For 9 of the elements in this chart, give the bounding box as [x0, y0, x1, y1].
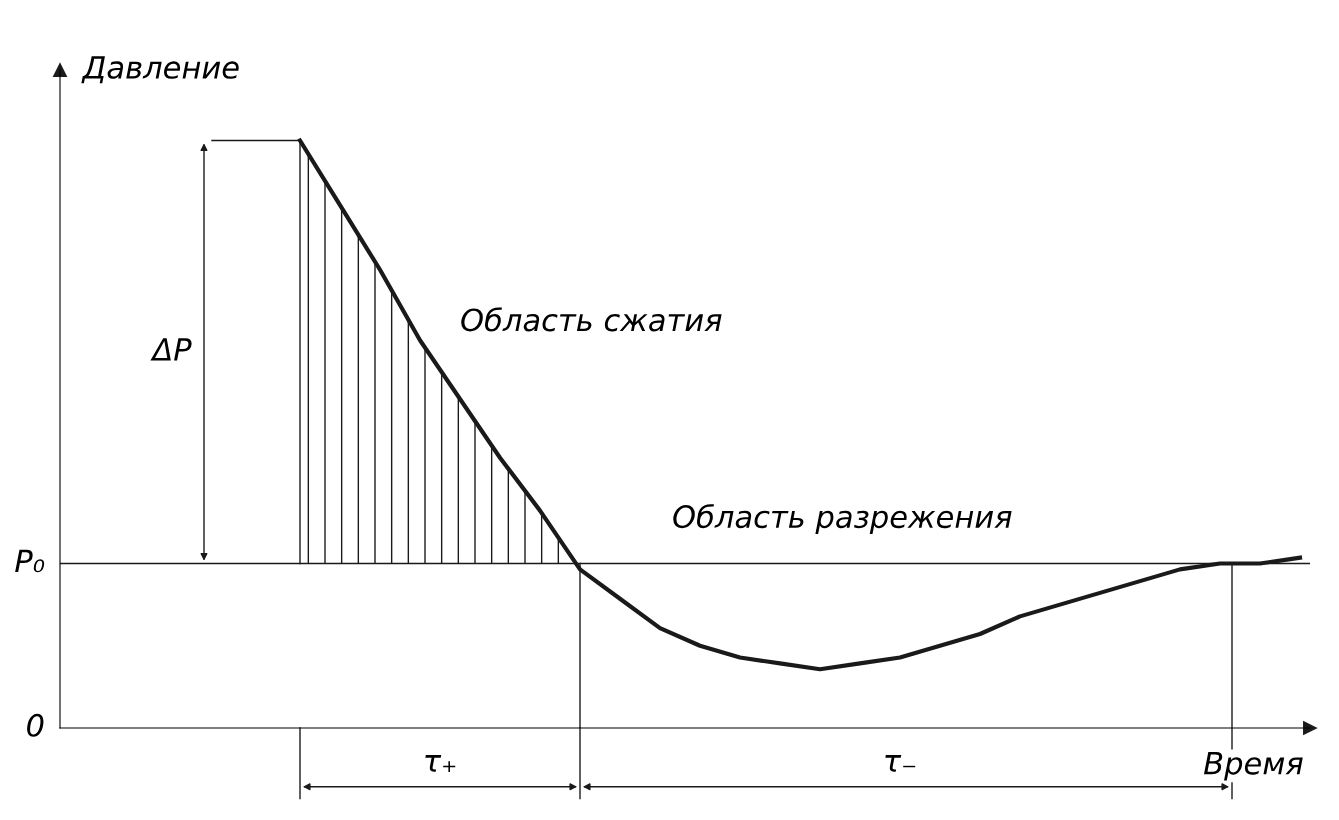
text: 0 [27, 713, 44, 737]
ref-line-label: P₀ [15, 549, 45, 573]
annotation: Область разрежения [673, 504, 1012, 535]
y-axis-title: Давление [81, 56, 239, 84]
x-axis-title: Время [1203, 751, 1303, 781]
text: τ₊ [425, 755, 456, 772]
annotation: ΔP [150, 338, 192, 361]
annotation: Область сжатия [461, 307, 722, 332]
text: τ₋ [885, 755, 916, 772]
